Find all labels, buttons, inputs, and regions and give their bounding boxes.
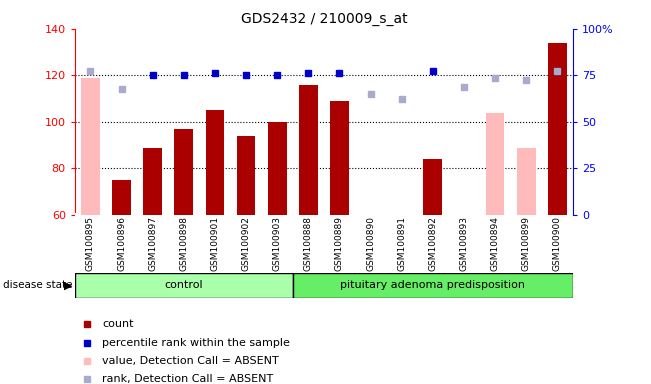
Text: rank, Detection Call = ABSENT: rank, Detection Call = ABSENT (102, 374, 273, 384)
Text: pituitary adenoma predisposition: pituitary adenoma predisposition (340, 280, 525, 290)
Text: GSM100898: GSM100898 (179, 216, 188, 271)
Text: count: count (102, 319, 133, 329)
Text: percentile rank within the sample: percentile rank within the sample (102, 338, 290, 348)
Text: GSM100897: GSM100897 (148, 216, 157, 271)
Text: GSM100892: GSM100892 (428, 216, 437, 271)
Bar (293, 273, 573, 298)
Text: control: control (165, 280, 203, 290)
Bar (299, 84, 318, 215)
Text: disease state: disease state (3, 280, 73, 290)
Bar (423, 159, 442, 215)
Text: GSM100903: GSM100903 (273, 216, 282, 271)
Text: GSM100901: GSM100901 (210, 216, 219, 271)
Bar (206, 110, 224, 215)
Bar (548, 43, 566, 215)
Text: GSM100895: GSM100895 (86, 216, 95, 271)
Text: GSM100890: GSM100890 (366, 216, 375, 271)
Text: GSM100894: GSM100894 (491, 216, 499, 271)
Bar (237, 136, 255, 215)
Text: GSM100896: GSM100896 (117, 216, 126, 271)
Bar (81, 78, 100, 215)
Text: ▶: ▶ (64, 280, 72, 290)
Text: value, Detection Call = ABSENT: value, Detection Call = ABSENT (102, 356, 279, 366)
Bar (268, 122, 286, 215)
Bar (112, 180, 131, 215)
Text: GSM100888: GSM100888 (304, 216, 313, 271)
Text: GSM100902: GSM100902 (242, 216, 251, 271)
Text: GSM100891: GSM100891 (397, 216, 406, 271)
Title: GDS2432 / 210009_s_at: GDS2432 / 210009_s_at (241, 12, 407, 26)
Bar (174, 129, 193, 215)
Text: GSM100893: GSM100893 (460, 216, 469, 271)
Text: GSM100899: GSM100899 (521, 216, 531, 271)
Text: GSM100900: GSM100900 (553, 216, 562, 271)
Bar (143, 147, 162, 215)
Bar (517, 147, 536, 215)
Bar (330, 101, 349, 215)
Bar (75, 273, 293, 298)
Bar (486, 113, 505, 215)
Text: GSM100889: GSM100889 (335, 216, 344, 271)
